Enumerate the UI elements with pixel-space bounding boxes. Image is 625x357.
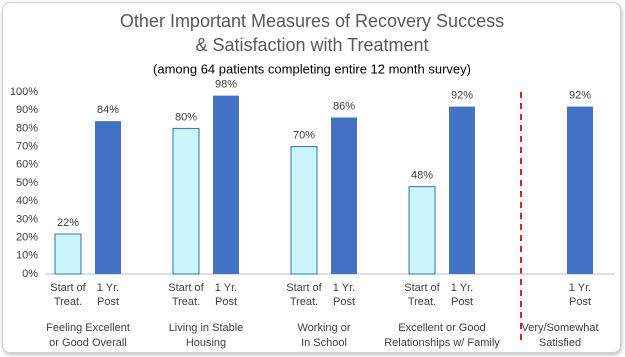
y-tick-label: 80% [16, 122, 38, 134]
data-label: 48% [411, 170, 433, 182]
x-category-label: Satisfied [539, 337, 581, 349]
y-tick-label: 10% [16, 250, 38, 262]
y-tick-label: 60% [16, 159, 38, 171]
bar [290, 146, 318, 275]
bar [408, 186, 436, 275]
x-category-label: In School [301, 337, 347, 349]
bar-label: Start of Treat. [404, 282, 440, 308]
bar [567, 106, 593, 274]
bar-label: Start of Treat. [168, 282, 204, 308]
x-category-label: Relationships w/ Family [384, 337, 500, 349]
y-tick-label: 90% [16, 104, 38, 116]
x-category-label: Excellent or Good [398, 322, 485, 334]
y-tick-label: 50% [16, 177, 38, 189]
x-category-label: Housing [186, 337, 226, 349]
bar [449, 106, 475, 274]
y-tick-label: 70% [16, 141, 38, 153]
bar [213, 95, 239, 274]
bar [95, 121, 121, 275]
data-label: 84% [97, 104, 119, 116]
data-label: 22% [57, 217, 79, 229]
data-label: 70% [293, 130, 315, 142]
x-category-label: Very/Somewhat [521, 322, 598, 334]
data-label: 86% [333, 100, 355, 112]
bar-label: 1 Yr. Post [332, 282, 356, 308]
data-label: 80% [175, 111, 197, 123]
x-category-label: Working or [298, 322, 351, 334]
data-label: 98% [215, 79, 237, 91]
y-tick-label: 0% [22, 268, 38, 280]
data-label: 92% [451, 89, 473, 101]
y-tick-label: 100% [10, 86, 38, 98]
chart-title: Other Important Measures of Recovery Suc… [120, 11, 504, 31]
x-category-label: Feeling Excellent [46, 322, 130, 334]
x-category-label: or Good Overall [49, 337, 127, 349]
bar-label: Start of Treat. [286, 282, 322, 308]
x-category-label: Living in Stable [169, 322, 244, 334]
bar-label: Start of Treat. [50, 282, 86, 308]
bar-label: 1 Yr. Post [450, 282, 474, 308]
bar-label: 1 Yr. Post [96, 282, 120, 308]
bar-label: 1 Yr. Post [568, 282, 592, 308]
chart-title: & Satisfaction with Treatment [195, 35, 428, 55]
bar [54, 233, 82, 275]
bar [172, 127, 200, 275]
y-tick-label: 30% [16, 213, 38, 225]
data-label: 92% [569, 89, 591, 101]
bar-label: 1 Yr. Post [214, 282, 238, 308]
bar [331, 117, 357, 274]
y-tick-label: 20% [16, 232, 38, 244]
y-tick-label: 40% [16, 195, 38, 207]
chart-subtitle: (among 64 patients completing entire 12 … [153, 61, 471, 76]
